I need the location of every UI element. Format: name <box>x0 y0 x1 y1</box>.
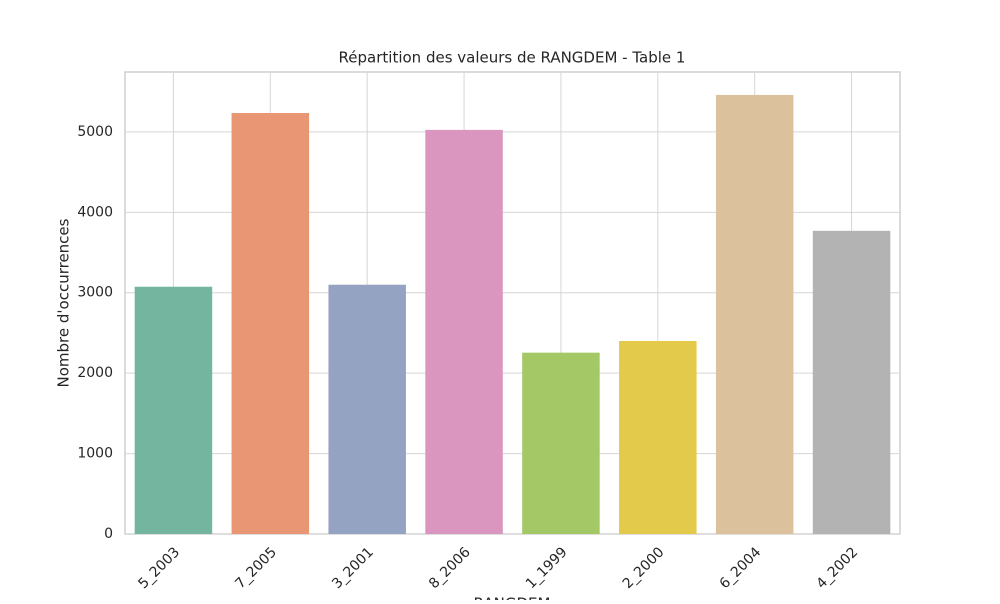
x-tick-label: 1_1999 <box>523 544 571 592</box>
y-tick-label: 3000 <box>77 285 113 301</box>
x-tick-label: 7_2005 <box>232 544 280 592</box>
y-tick-label: 0 <box>104 526 113 542</box>
y-tick-label: 5000 <box>77 124 113 140</box>
x-tick-label: 8_2006 <box>426 544 474 592</box>
x-axis-label: RANGDEM <box>474 595 551 601</box>
bar <box>328 284 406 534</box>
x-tick-label: 3_2001 <box>329 544 377 592</box>
bar <box>715 94 794 534</box>
bar <box>425 129 503 534</box>
bar <box>134 286 213 534</box>
bar <box>812 230 891 534</box>
bar <box>619 340 697 534</box>
chart-title: Répartition des valeurs de RANGDEM - Tab… <box>339 49 686 67</box>
x-tick-label: 5_2003 <box>135 544 183 592</box>
x-tick-label: 4_2002 <box>813 544 861 592</box>
y-tick-label: 2000 <box>77 365 113 381</box>
y-tick-label: 1000 <box>77 446 113 462</box>
x-tick-label: 6_2004 <box>717 544 765 592</box>
y-axis-label: Nombre d'occurrences <box>55 218 73 387</box>
y-tick-label: 4000 <box>77 204 113 220</box>
bar <box>231 113 310 534</box>
x-tick-label: 2_2000 <box>620 544 668 592</box>
bar <box>522 352 600 534</box>
